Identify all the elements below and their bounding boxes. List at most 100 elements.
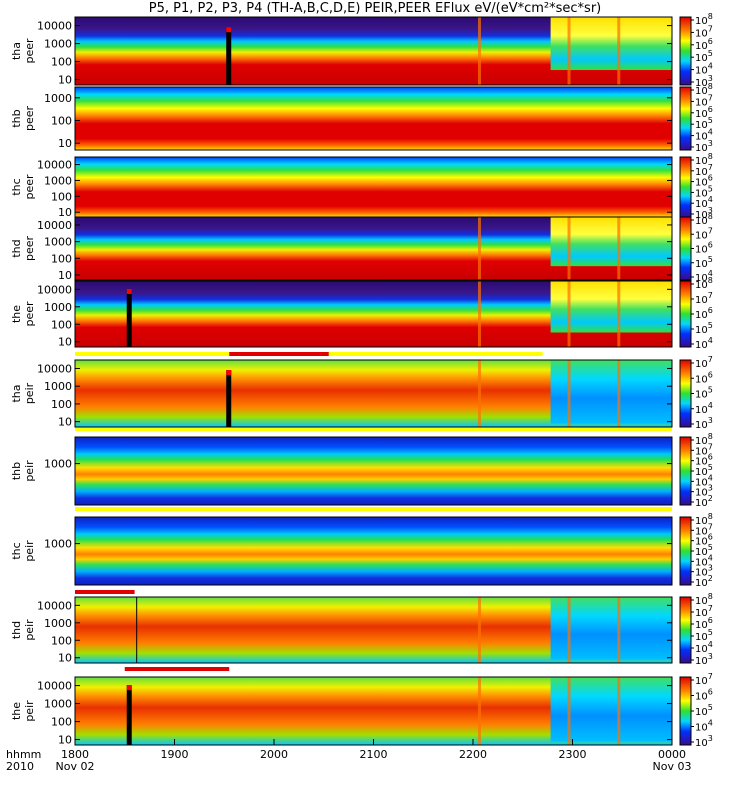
xtick-label: 1800	[61, 748, 89, 761]
data-gap	[126, 288, 132, 347]
xaxis-label-format: hhmm	[6, 748, 41, 761]
ytick-label: 10	[58, 74, 72, 87]
spike	[617, 360, 621, 427]
ytick-label: 10000	[37, 680, 72, 693]
spike	[567, 217, 571, 280]
state-bar-red	[75, 590, 135, 594]
ytick-label: 1000	[44, 38, 72, 51]
chart-title: P5, P1, P2, P3, P4 (TH-A,B,C,D,E) PEIR,P…	[148, 1, 602, 16]
panel-frame	[74, 516, 673, 586]
disturbed-region	[473, 17, 551, 85]
panel-frame	[74, 359, 673, 428]
ytick-label: 100	[51, 252, 72, 265]
spike	[477, 17, 481, 85]
late-region	[550, 360, 672, 424]
colorbar-tick-label: 106	[695, 370, 713, 385]
spike	[567, 17, 571, 85]
ytick-label: 10000	[37, 283, 72, 296]
xtick-label: 2100	[360, 748, 388, 761]
spike	[567, 360, 571, 427]
gap-top	[226, 27, 232, 33]
panel-label-instrument: peir	[23, 700, 36, 722]
spike	[567, 597, 571, 663]
late-region	[550, 597, 672, 660]
colorbar	[679, 596, 692, 664]
panel-label-instrument: peer	[23, 301, 36, 327]
spike	[617, 217, 621, 280]
xtick-label: 2200	[459, 748, 487, 761]
colorbar-tick-label: 104	[695, 336, 713, 351]
ytick-label: 1000	[44, 458, 72, 471]
panel-label-probe: tha	[10, 384, 23, 402]
ytick-label: 10000	[37, 20, 72, 33]
ytick-label: 1000	[44, 617, 72, 630]
panel-frame	[74, 436, 673, 506]
panel-label-probe: thc	[10, 178, 23, 195]
state-bar-red	[229, 352, 329, 356]
spike	[617, 281, 621, 347]
colorbar	[679, 436, 692, 506]
colorbar-tick-label: 106	[695, 688, 713, 703]
xtick-label: 0000	[658, 748, 686, 761]
spike	[477, 360, 481, 427]
panel-label-instrument: peir	[23, 460, 36, 482]
late-region	[550, 17, 672, 71]
ytick-label: 10000	[37, 362, 72, 375]
late-region	[550, 281, 672, 333]
disturbed-region	[473, 677, 551, 745]
panel-label-instrument: peir	[23, 382, 36, 404]
colorbar-tick-label: 105	[695, 255, 713, 270]
spike	[477, 217, 481, 280]
spectrogram-thc-peer	[75, 157, 672, 217]
ytick-label: 100	[51, 318, 72, 331]
colorbar-tick-label: 105	[695, 386, 713, 401]
ytick-label: 10000	[37, 599, 72, 612]
xdate-label: Nov 03	[653, 760, 692, 773]
ytick-label: 10	[58, 336, 72, 349]
panel-label-instrument: peer	[23, 236, 36, 262]
panel-label-probe: thd	[10, 239, 23, 257]
colorbar-tick-label: 103	[695, 734, 713, 749]
ytick-label: 10	[58, 206, 72, 219]
panel-label-probe: thd	[10, 621, 23, 639]
xtick-label: 1900	[161, 748, 189, 761]
ytick-label: 1000	[44, 698, 72, 711]
data-gap	[226, 370, 232, 427]
panel-frame	[74, 16, 673, 86]
late-region	[550, 677, 672, 742]
state-bar-yellow	[75, 427, 672, 431]
ytick-label: 100	[51, 634, 72, 647]
spike	[567, 677, 571, 745]
colorbar	[679, 280, 692, 348]
colorbar	[679, 216, 692, 281]
gap-top	[126, 288, 132, 294]
colorbar-tick-label: 105	[695, 703, 713, 718]
ytick-label: 10000	[37, 219, 72, 232]
colorbar-tick-label: 107	[695, 672, 713, 687]
colorbar	[679, 676, 692, 746]
colorbar-tick-label: 104	[695, 719, 713, 734]
spectrogram-thc-peir	[75, 517, 672, 585]
panel-label-probe: thb	[10, 109, 23, 127]
panel-frame	[74, 280, 673, 348]
panel-label-probe: thb	[10, 462, 23, 480]
ytick-label: 10	[58, 652, 72, 665]
spike	[477, 597, 481, 663]
colorbar-tick-label: 106	[695, 306, 713, 321]
ytick-label: 100	[51, 56, 72, 69]
panel-frame	[74, 596, 673, 664]
ytick-label: 100	[51, 114, 72, 127]
colorbar-tick-label: 107	[695, 291, 713, 306]
ytick-label: 1000	[44, 380, 72, 393]
colorbar-tick-label: 106	[695, 241, 713, 256]
ytick-label: 1000	[44, 174, 72, 187]
ytick-label: 1000	[44, 538, 72, 551]
late-region	[550, 217, 672, 267]
colorbar-tick-label: 105	[695, 321, 713, 336]
panel-frame	[74, 216, 673, 281]
panel-label-instrument: peer	[23, 174, 36, 200]
panel-label-instrument: peir	[23, 540, 36, 562]
spike	[477, 677, 481, 745]
xtick-label: 2300	[559, 748, 587, 761]
